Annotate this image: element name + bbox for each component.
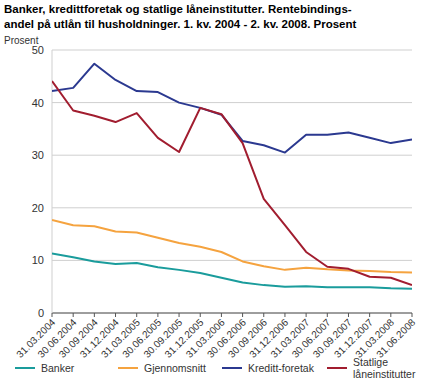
y-tick-label: 10 [32, 254, 44, 266]
y-tick-label: 0 [38, 307, 44, 319]
legend-label-line: Gjennomsnitt [144, 362, 206, 374]
x-tick [306, 313, 307, 317]
x-tick [157, 313, 158, 317]
x-tick [179, 313, 180, 317]
x-tick [242, 313, 243, 317]
x-tick [73, 313, 74, 317]
plot-area [52, 64, 412, 289]
y-axis-line [52, 50, 53, 313]
x-tick [412, 313, 413, 317]
series-line [52, 81, 412, 285]
grid-line [52, 50, 412, 51]
series-line [52, 220, 412, 273]
legend-swatch [15, 367, 35, 369]
title: Banker, kredittforetak og statlige lånei… [4, 3, 352, 15]
legend-label: Statligelåneinstitutter [353, 356, 416, 380]
legend-label: Kreditt-foretak [248, 362, 315, 374]
legend-swatch [222, 367, 242, 369]
legend-swatch [327, 367, 347, 369]
legend-label: Gjennomsnitt [144, 362, 206, 374]
x-tick [94, 313, 95, 317]
chart: Banker, kredittforetak og statlige lånei… [0, 0, 429, 385]
legend-label-line: Banker [41, 362, 75, 374]
grid-line [52, 260, 412, 261]
x-tick-label: 31.06.2008 [374, 316, 417, 359]
grid-line [52, 207, 412, 208]
y-tick-label: 50 [32, 44, 44, 56]
grid-line [52, 313, 412, 314]
legend-swatch [118, 367, 138, 369]
series-line [52, 64, 412, 153]
x-tick [327, 313, 328, 317]
y-tick-label: 40 [32, 97, 44, 109]
x-tick [115, 313, 116, 317]
x-tick [136, 313, 137, 317]
grid-line [52, 155, 412, 156]
x-tick [390, 313, 391, 317]
legend-label-line: Statlige [353, 356, 388, 368]
x-tick [52, 313, 53, 317]
legend-label-line: låneinstitutter [353, 368, 416, 380]
y-tick-label: 20 [32, 202, 44, 214]
x-tick [263, 313, 264, 317]
x-tick [369, 313, 370, 317]
x-tick [348, 313, 349, 317]
x-axis-line [52, 313, 412, 314]
x-tick [221, 313, 222, 317]
x-tick [200, 313, 201, 317]
y-tick-label: 30 [32, 149, 44, 161]
legend-label: Banker [41, 362, 75, 374]
legend-label-line: Kreditt-foretak [248, 362, 315, 374]
grid-line [52, 102, 412, 103]
title: andel på utlån til husholdninger. 1. kv.… [4, 18, 357, 30]
x-tick [284, 313, 285, 317]
